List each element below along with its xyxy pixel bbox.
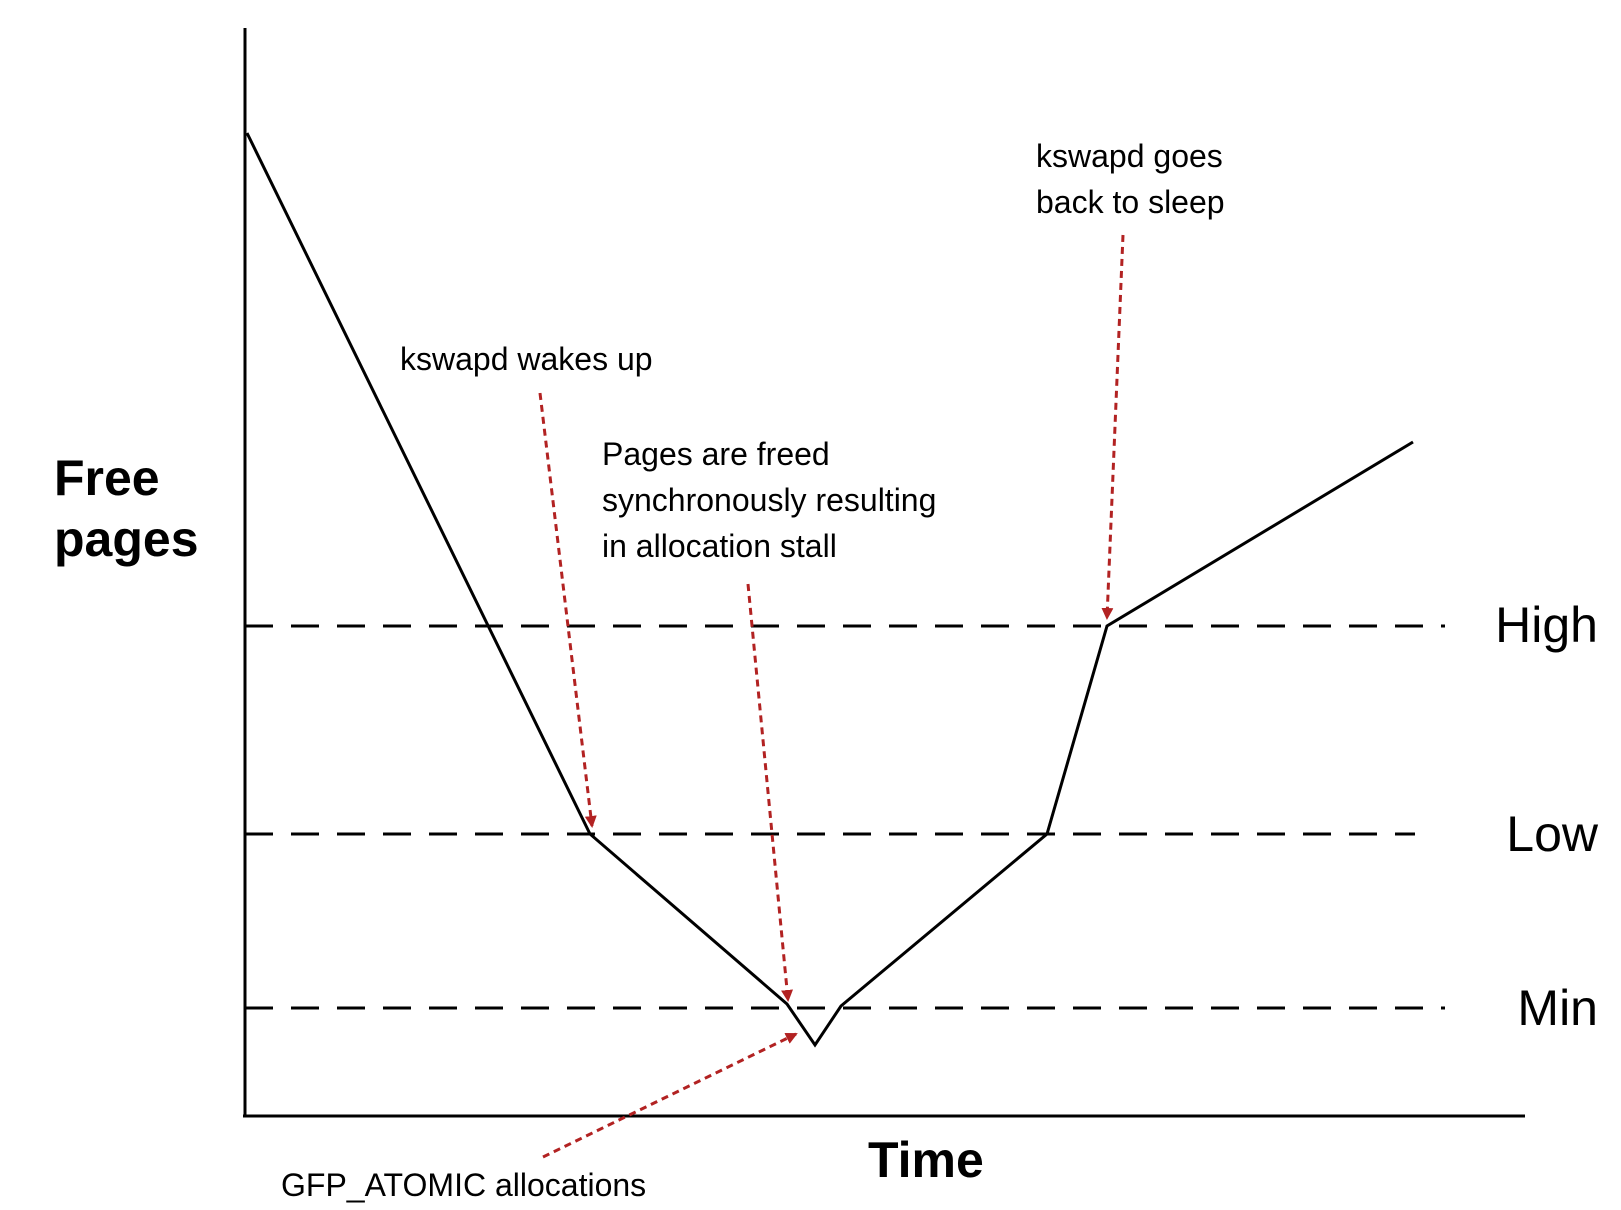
gfp-atomic-label: GFP_ATOMIC allocations — [281, 1167, 646, 1203]
sync-free-arrow — [746, 583, 794, 1002]
y-axis-title-line2: pages — [54, 511, 199, 567]
sync-free-label-line3: in allocation stall — [602, 528, 837, 564]
kswapd-wake-arrow — [538, 392, 597, 828]
free-pages-curve — [245, 132, 1414, 1048]
sync-free-label-line1: Pages are freed — [602, 436, 830, 472]
kswapd-wake-label: kswapd wakes up — [400, 341, 653, 377]
kswapd-sleep-label-line2: back to sleep — [1036, 184, 1225, 220]
y-axis-title-line1: Free — [54, 450, 160, 506]
kswapd-sleep-label-line1: kswapd goes — [1036, 138, 1223, 174]
x-axis-title: Time — [868, 1132, 984, 1188]
min-level-label: Min — [1517, 980, 1598, 1036]
high-level-label: High — [1495, 597, 1598, 653]
sync-free-label-line2: synchronously resulting — [602, 482, 936, 518]
low-level-label: Low — [1506, 806, 1599, 862]
gfp-atomic-arrow — [542, 1032, 798, 1159]
kswapd-sleep-arrow — [1101, 234, 1125, 620]
